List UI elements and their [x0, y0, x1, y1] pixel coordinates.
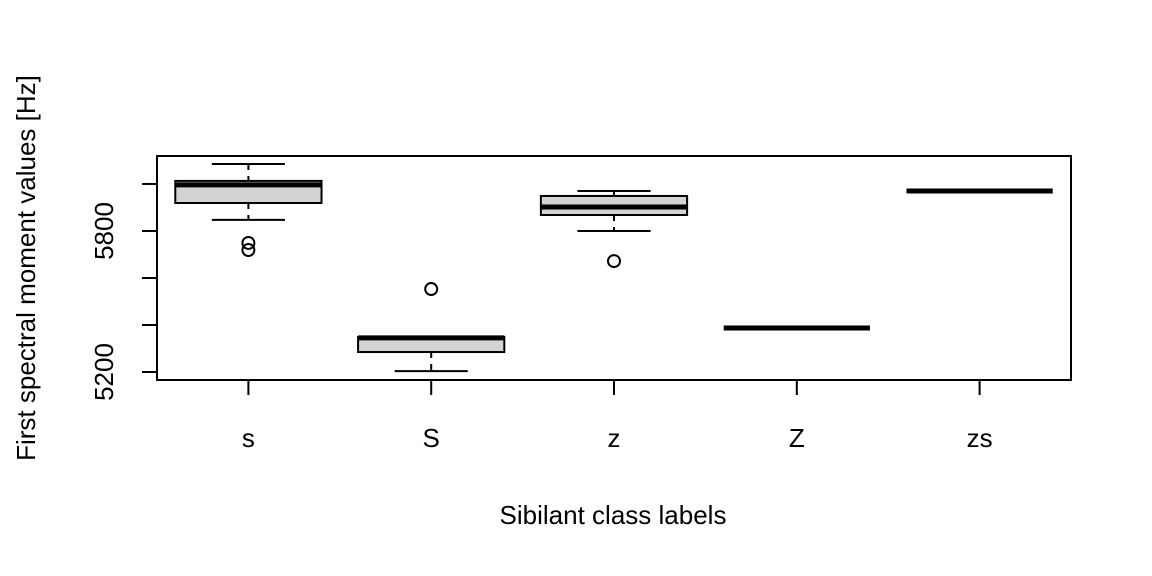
outlier	[241, 235, 256, 250]
x-tick-label: z	[608, 423, 621, 453]
x-tick-label: Z	[789, 423, 805, 453]
outlier	[424, 282, 439, 297]
x-tick-label: zs	[967, 423, 993, 453]
y-tick-label: 5800	[89, 202, 119, 260]
x-axis-title: Sibilant class labels	[500, 500, 727, 530]
y-tick-label: 5200	[89, 343, 119, 401]
y-axis-title: First spectral moment values [Hz]	[11, 75, 41, 461]
outlier	[607, 254, 621, 269]
x-tick-label: s	[242, 423, 255, 453]
x-tick-label: S	[423, 423, 440, 453]
outlier	[241, 243, 256, 258]
